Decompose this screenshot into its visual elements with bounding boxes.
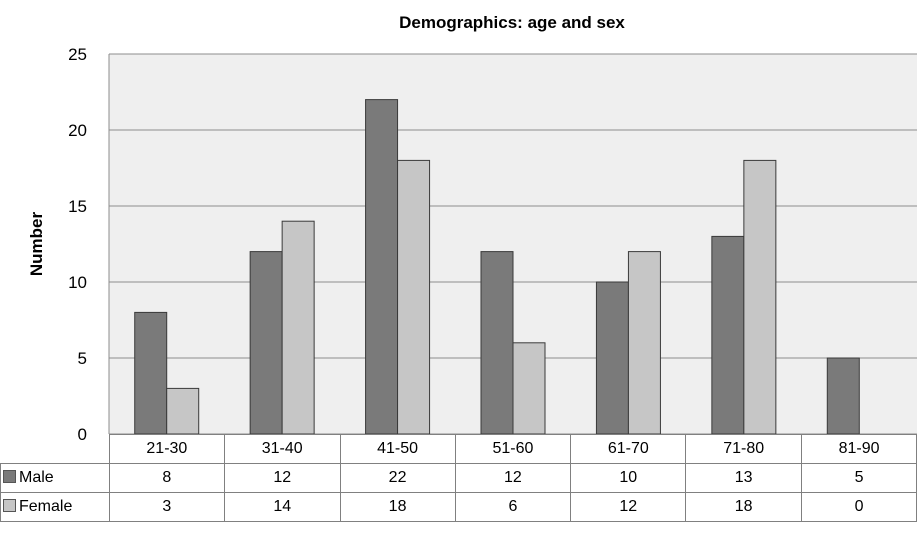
bar-female-61-70 xyxy=(627,251,661,435)
data-label: 5 xyxy=(801,463,917,493)
legend-swatch xyxy=(3,470,16,483)
y-axis-label: Number xyxy=(27,212,46,277)
category-label: 41-50 xyxy=(339,434,456,464)
legend-label: Female xyxy=(19,498,73,515)
y-tick-label: 15 xyxy=(68,197,87,216)
legend-label: Male xyxy=(19,469,54,486)
category-label: 71-80 xyxy=(685,434,803,464)
category-label: 61-70 xyxy=(570,434,687,464)
y-tick-labels: 0 5 10 15 20 25 xyxy=(68,45,87,444)
data-label: 14 xyxy=(223,492,341,522)
data-label: 12 xyxy=(454,463,572,493)
series-row-female: Female 3 14 18 6 12 18 0 xyxy=(0,492,917,522)
bar-female-71-80 xyxy=(743,159,777,435)
bar-male-81-90 xyxy=(826,357,860,435)
data-label: 12 xyxy=(223,463,341,493)
category-label: 51-60 xyxy=(454,434,572,464)
bar-female-21-30 xyxy=(166,387,200,435)
y-tick-label: 5 xyxy=(78,349,87,368)
legend-entry-male: Male xyxy=(0,463,110,493)
category-label: 21-30 xyxy=(108,434,225,464)
data-label: 13 xyxy=(685,463,803,493)
bars xyxy=(134,99,860,435)
bar-male-41-50 xyxy=(365,99,399,435)
legend-entry-female: Female xyxy=(0,492,110,522)
y-tick-label: 10 xyxy=(68,273,87,292)
bar-male-61-70 xyxy=(595,281,629,435)
table-corner xyxy=(1,435,110,464)
chart-title: Demographics: age and sex xyxy=(399,13,625,32)
y-tick-label: 0 xyxy=(78,425,87,444)
bar-male-31-40 xyxy=(249,251,283,435)
data-table: 21-30 31-40 41-50 51-60 61-70 71-80 81-90 Male… xyxy=(0,434,917,522)
bar-male-21-30 xyxy=(134,311,168,435)
bar-female-51-60 xyxy=(512,342,546,435)
data-label: 22 xyxy=(339,463,456,493)
data-label: 18 xyxy=(685,492,803,522)
data-label: 10 xyxy=(570,463,687,493)
series-row-male: Male 8 12 22 12 10 13 5 xyxy=(0,463,917,493)
category-row: 21-30 31-40 41-50 51-60 61-70 71-80 81-90 xyxy=(1,434,917,464)
bar-female-31-40 xyxy=(281,220,315,435)
data-label: 6 xyxy=(454,492,572,522)
y-tick-label: 25 xyxy=(68,45,87,64)
bar-female-41-50 xyxy=(397,159,431,435)
category-label: 31-40 xyxy=(223,434,341,464)
data-label: 18 xyxy=(339,492,456,522)
data-label: 0 xyxy=(801,492,917,522)
data-label: 8 xyxy=(108,463,225,493)
bar-male-71-80 xyxy=(711,235,745,435)
legend-swatch xyxy=(3,499,16,512)
bar-male-51-60 xyxy=(480,251,514,435)
data-label: 12 xyxy=(570,492,687,522)
y-tick-label: 20 xyxy=(68,121,87,140)
data-label: 3 xyxy=(108,492,225,522)
category-label: 81-90 xyxy=(801,434,917,464)
